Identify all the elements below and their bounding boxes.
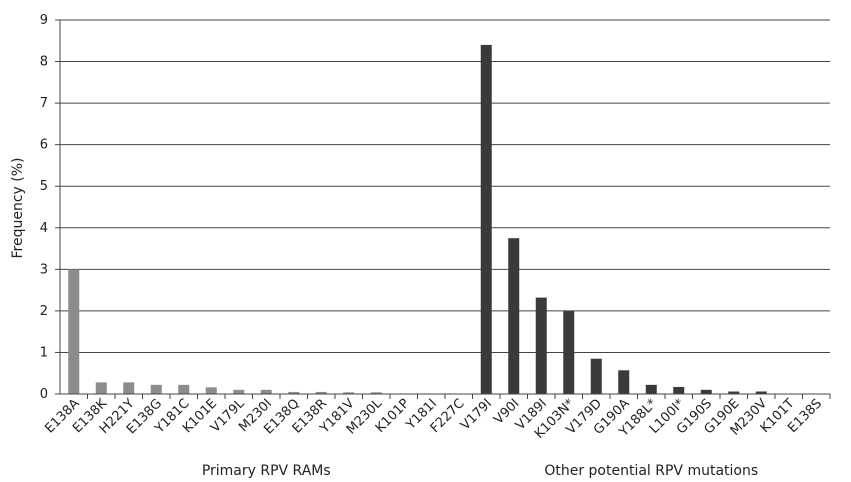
bar-m230i (260, 389, 272, 394)
bar-g190e (728, 391, 740, 394)
y-axis-title: Frequency (%) (10, 157, 26, 258)
bars (68, 44, 767, 394)
bar-m230l (370, 392, 382, 394)
bar-e138r (315, 391, 327, 394)
bar-e138q (288, 391, 300, 394)
bar-v179l (233, 389, 245, 394)
group-label: Primary RPV RAMs (202, 463, 331, 479)
y-tick-labels: 0 1 2 3 4 5 6 7 8 9 (40, 13, 48, 402)
bar-m230v (755, 391, 767, 394)
y-tick-label: 0 (40, 387, 48, 402)
bar-v189i (535, 297, 547, 394)
bar-k103n-star (563, 310, 575, 394)
bar-e138k (95, 382, 107, 394)
x-category-labels: E138AE138KH221YE138GY181CK101EV179LM230I… (42, 396, 825, 442)
group-labels: Primary RPV RAMs Other potential RPV muta… (202, 463, 758, 479)
group-label: Other potential RPV mutations (544, 463, 758, 479)
bar-g190s (700, 389, 712, 394)
bar-k101e (205, 387, 217, 394)
y-tick-label: 4 (40, 221, 48, 236)
bar-e138g (150, 384, 162, 394)
bar-v179d (590, 358, 602, 394)
y-tick-label: 2 (40, 304, 48, 319)
bar-y188l-star (645, 384, 657, 394)
bar-v179i (480, 44, 492, 394)
y-tick-label: 1 (40, 345, 48, 360)
bar-l100i-star (673, 386, 685, 394)
bar-y181v (343, 392, 355, 394)
y-tick-label: 9 (40, 13, 48, 28)
y-tick-label: 5 (40, 179, 48, 194)
bar-v90i (508, 238, 520, 394)
y-tick-label: 7 (40, 96, 48, 111)
axes (59, 20, 831, 399)
x-category-label: V179I (458, 396, 495, 433)
bar-h221y (123, 382, 135, 394)
y-tick-label: 6 (40, 138, 48, 153)
y-tick-label: 8 (40, 55, 48, 70)
y-tick-label: 3 (40, 262, 48, 277)
gridlines (55, 19, 830, 395)
bar-y181c (178, 384, 190, 394)
bar-g190a (618, 370, 630, 394)
bar-e138a (68, 269, 80, 394)
